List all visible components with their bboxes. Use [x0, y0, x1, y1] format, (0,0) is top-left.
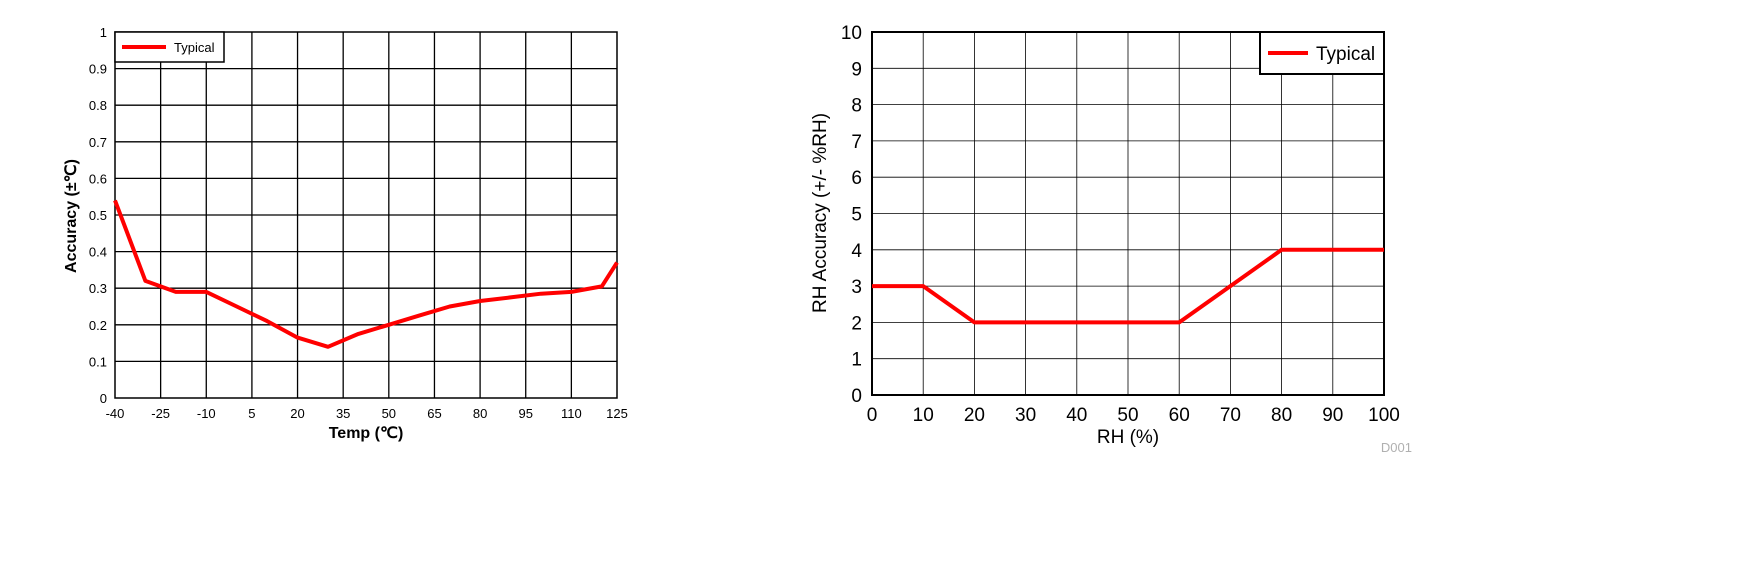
right-x-tick-label: 100 [1368, 405, 1400, 426]
left-x-axis-label: Temp (℃) [329, 425, 404, 442]
left-y-tick-label: 0.4 [89, 245, 107, 260]
left-x-tick-label: -40 [106, 406, 125, 421]
left-x-tick-label: 20 [290, 406, 304, 421]
temp-accuracy-chart: -40 -25 -10 5 20 35 50 65 80 95 110 125 00.10.20.30… [63, 25, 628, 442]
left-y-tick-label: 0.5 [89, 208, 107, 223]
right-x-tick-label: 20 [964, 405, 985, 426]
left-y-axis-label: Accuracy (±℃) [63, 159, 80, 273]
right-x-tick-label: 40 [1066, 405, 1087, 426]
right-y-tick-label: 7 [851, 132, 862, 153]
left-y-tick-label: 0.2 [89, 318, 107, 333]
left-legend-label: Typical [174, 40, 215, 55]
right-x-tick-label: 80 [1271, 405, 1292, 426]
left-x-tick-labels: -40 -25 -10 5 20 35 50 65 80 95 110 125 [106, 406, 628, 421]
right-series-line-typical [872, 247, 1384, 325]
left-x-tick-label: 110 [561, 406, 582, 421]
left-x-tick-label: 35 [336, 406, 350, 421]
left-series-line-typical [113, 199, 619, 349]
right-y-tick-label: 9 [851, 59, 862, 80]
right-x-tick-labels: 0 10 20 30 40 50 60 70 80 90 100 [867, 405, 1400, 426]
right-y-tick-label: 10 [841, 23, 862, 44]
left-x-tick-label: 65 [427, 406, 441, 421]
right-y-tick-label: 1 [851, 350, 862, 371]
left-x-tick-label: 125 [606, 406, 628, 421]
right-x-tick-label: 10 [913, 405, 934, 426]
right-x-tick-label: 50 [1117, 405, 1138, 426]
left-x-tick-label: 5 [248, 406, 255, 421]
left-y-tick-label: 1 [100, 25, 107, 40]
left-x-tick-label: -25 [151, 406, 170, 421]
right-y-tick-label: 8 [851, 96, 862, 117]
left-legend: Typical [114, 31, 225, 63]
right-x-tick-label: 0 [867, 405, 878, 426]
right-y-tick-label: 3 [851, 277, 862, 298]
right-figure-code: D001 [1381, 440, 1412, 455]
right-x-tick-label: 90 [1322, 405, 1343, 426]
right-y-tick-label: 5 [851, 205, 862, 226]
left-x-tick-label: 95 [518, 406, 532, 421]
left-x-tick-label: 80 [473, 406, 487, 421]
right-x-tick-label: 70 [1220, 405, 1241, 426]
right-legend: Typical [1259, 31, 1385, 75]
right-y-tick-labels: 0 1 2 3 4 5 6 7 8 9 10 [841, 23, 863, 407]
right-legend-label: Typical [1316, 44, 1375, 65]
left-y-tick-label: 0.7 [89, 135, 107, 150]
right-x-tick-label: 60 [1169, 405, 1190, 426]
left-y-tick-labels: 0 0.1 0.2 0.3 0.4 0.5 0.6 0.7 0.8 0.9 1 [89, 25, 107, 406]
left-x-tick-label: -10 [197, 406, 216, 421]
right-x-axis-label: RH (%) [1097, 427, 1159, 448]
left-y-tick-label: 0.8 [89, 98, 107, 113]
left-gridlines [115, 32, 617, 398]
left-x-tick-label: 50 [382, 406, 396, 421]
right-y-tick-label: 6 [851, 168, 862, 189]
right-x-tick-label: 30 [1015, 405, 1036, 426]
left-y-tick-label: 0 [100, 391, 107, 406]
right-y-tick-label: 2 [851, 313, 862, 334]
right-y-tick-label: 4 [851, 241, 862, 262]
left-y-tick-label: 0.9 [89, 62, 107, 77]
rh-accuracy-chart: 0 10 20 30 40 50 60 70 80 90 100 0 1 2 3 4 5 6 7 8 9 10 Typi… [810, 23, 1412, 455]
right-y-tick-label: 0 [851, 386, 862, 407]
left-y-tick-label: 0.3 [89, 281, 107, 296]
right-y-axis-label: RH Accuracy (+/- %RH) [810, 113, 831, 313]
left-y-tick-label: 0.6 [89, 171, 107, 186]
left-y-tick-label: 0.1 [89, 354, 107, 369]
